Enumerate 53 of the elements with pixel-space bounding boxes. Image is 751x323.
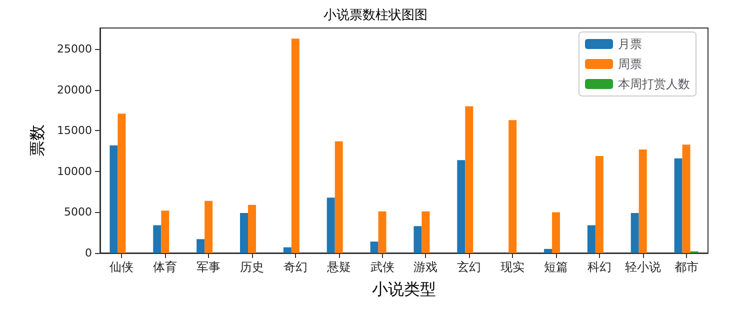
x-tick-label: 短篇: [544, 260, 568, 274]
x-tick-label: 现实: [500, 260, 525, 274]
bar: [283, 247, 292, 253]
bar: [508, 120, 517, 253]
bar: [240, 213, 248, 253]
x-tick-label: 轻小说: [624, 260, 661, 274]
x-tick-label: 仙侠: [110, 260, 134, 274]
x-tick-label: 悬疑: [326, 260, 351, 274]
y-tick-label: 25000: [57, 42, 92, 56]
bar: [630, 213, 639, 253]
x-tick-label: 游戏: [414, 260, 438, 274]
bar: [457, 160, 466, 253]
bar: [414, 226, 422, 253]
bar: [291, 38, 300, 253]
x-tick-label: 军事: [196, 260, 221, 274]
bar: [118, 114, 126, 253]
legend-label: 月票: [618, 37, 642, 51]
x-tick-label: 武侠: [370, 260, 394, 274]
y-tick-label: 15000: [57, 124, 92, 138]
bar: [334, 141, 343, 253]
bar: [544, 248, 552, 253]
bar: [370, 242, 378, 253]
bar: [248, 204, 256, 253]
bar: [196, 239, 205, 253]
bar: [153, 225, 162, 253]
chart-title: 小说票数柱状图图: [324, 8, 428, 23]
x-tick-label: 都市: [674, 260, 698, 274]
bar: [587, 225, 596, 253]
bar: [595, 156, 604, 253]
bar: [326, 198, 335, 253]
bar: [465, 106, 474, 253]
bar: [110, 145, 118, 253]
y-tick-label: 5000: [64, 206, 92, 219]
bar: [161, 210, 170, 253]
bar: [204, 200, 213, 253]
bar: [422, 211, 430, 253]
y-tick-label: 20000: [57, 83, 92, 96]
y-tick-label: 0: [85, 246, 92, 260]
x-tick-label: 科幻: [587, 260, 612, 274]
x-axis-title: 小说类型: [372, 280, 436, 298]
bar: [682, 144, 690, 253]
bar: [378, 211, 386, 253]
y-tick-label: 10000: [57, 164, 92, 178]
y-axis-title: 票数: [28, 124, 46, 156]
x-tick-label: 历史: [240, 260, 264, 274]
bar: [638, 149, 647, 253]
x-tick-label: 玄幻: [457, 260, 482, 274]
legend-label: 周票: [618, 57, 642, 71]
bar: [552, 212, 560, 253]
legend-label: 本周打赏人数: [618, 77, 690, 91]
x-tick-label: 奇幻: [283, 260, 308, 274]
x-tick-label: 体育: [153, 260, 178, 274]
bar: [674, 158, 682, 253]
